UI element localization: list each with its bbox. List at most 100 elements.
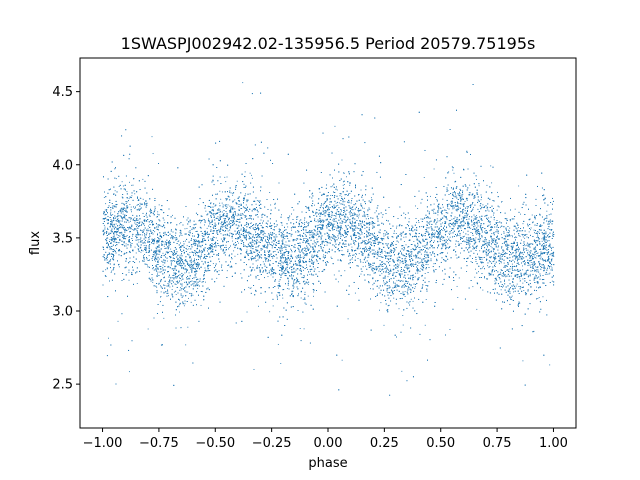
data-point: [395, 267, 397, 268]
data-point: [421, 226, 423, 228]
data-point: [246, 311, 248, 313]
data-point: [527, 249, 529, 251]
data-point: [383, 282, 385, 284]
data-point: [535, 257, 537, 259]
data-point: [172, 214, 173, 216]
data-point: [503, 262, 505, 264]
data-point: [187, 326, 189, 328]
data-point: [509, 235, 511, 237]
data-point: [245, 193, 247, 195]
data-point: [535, 274, 536, 276]
data-point: [304, 291, 306, 293]
data-point: [478, 256, 480, 258]
data-point: [408, 230, 410, 231]
data-point: [270, 204, 272, 206]
data-point: [307, 222, 309, 224]
data-point: [480, 199, 482, 201]
data-point: [224, 230, 226, 232]
data-point: [180, 287, 181, 289]
data-point: [103, 224, 105, 226]
data-point: [515, 236, 516, 238]
data-point: [509, 271, 511, 273]
data-point: [442, 229, 444, 231]
data-point: [377, 255, 379, 257]
data-point: [245, 187, 246, 188]
data-point: [499, 226, 501, 228]
data-point: [372, 225, 374, 227]
data-point: [364, 214, 366, 216]
data-point: [186, 249, 188, 251]
data-point: [215, 237, 217, 239]
data-point: [535, 216, 536, 218]
data-point: [469, 192, 471, 194]
data-point: [281, 243, 283, 245]
data-point: [448, 223, 450, 225]
data-point: [330, 194, 332, 196]
data-point: [132, 184, 134, 186]
data-point: [122, 211, 124, 213]
data-point: [532, 264, 534, 266]
data-point: [147, 328, 149, 330]
data-point: [500, 271, 502, 273]
data-point: [307, 238, 309, 240]
data-point: [506, 231, 508, 233]
data-point: [395, 287, 397, 289]
data-point: [256, 242, 258, 244]
data-point: [281, 236, 283, 238]
data-point: [371, 268, 373, 270]
data-point: [353, 228, 355, 230]
data-point: [528, 284, 530, 286]
data-point: [404, 255, 406, 257]
data-point: [250, 241, 252, 243]
data-point: [463, 235, 465, 237]
data-point: [248, 286, 250, 288]
data-point: [221, 202, 223, 204]
data-point: [166, 260, 168, 262]
data-point: [227, 204, 229, 206]
data-point: [155, 265, 157, 267]
data-point: [481, 258, 483, 260]
data-point: [501, 201, 502, 203]
data-point: [174, 237, 176, 239]
data-point: [354, 244, 356, 246]
data-point: [216, 232, 218, 234]
data-point: [539, 257, 541, 259]
data-point: [129, 181, 130, 183]
data-point: [473, 228, 475, 229]
data-point: [156, 264, 158, 266]
data-point: [154, 231, 156, 233]
data-point: [524, 260, 526, 262]
data-point: [478, 271, 479, 273]
data-point: [344, 270, 346, 272]
data-point: [327, 207, 329, 209]
data-point: [296, 255, 298, 257]
data-point: [407, 288, 409, 290]
data-point: [125, 243, 127, 245]
data-point: [434, 236, 436, 238]
data-point: [423, 177, 425, 178]
data-point: [358, 248, 360, 250]
data-point: [378, 247, 380, 249]
data-point: [339, 202, 341, 204]
data-point: [323, 247, 325, 249]
data-point: [548, 214, 550, 216]
data-point: [163, 317, 165, 319]
data-point: [256, 239, 258, 241]
data-point: [367, 210, 369, 212]
data-point: [284, 246, 286, 248]
data-point: [225, 244, 227, 246]
data-point: [157, 213, 159, 215]
data-point: [311, 254, 313, 256]
data-point: [188, 231, 190, 233]
data-point: [537, 269, 539, 271]
data-point: [359, 228, 361, 230]
data-point: [431, 229, 433, 231]
data-point: [351, 246, 353, 248]
data-point: [114, 190, 116, 192]
data-point: [458, 277, 460, 279]
data-point: [166, 293, 168, 295]
data-point: [146, 220, 148, 222]
data-point: [460, 243, 462, 244]
data-point: [410, 298, 412, 300]
data-point: [139, 202, 141, 204]
